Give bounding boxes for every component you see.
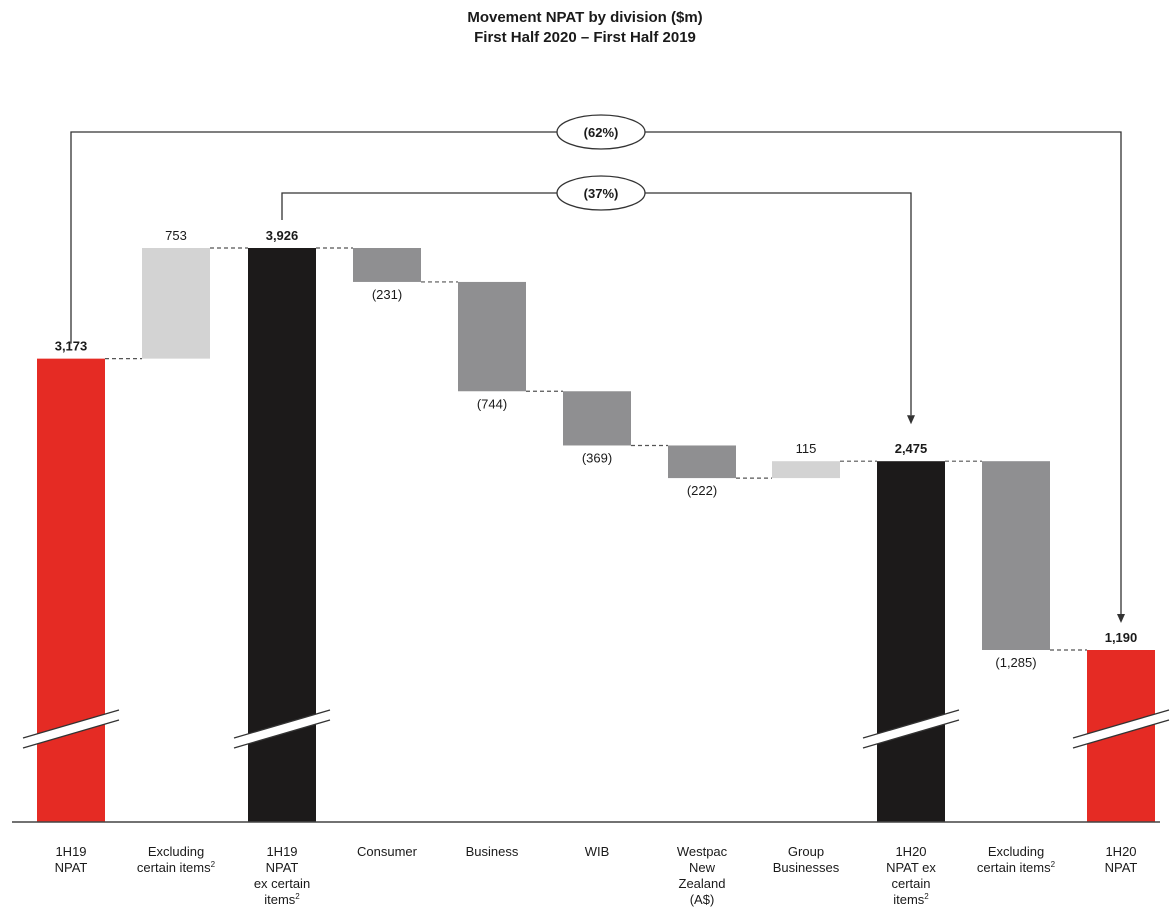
arrow-head-icon — [1117, 614, 1125, 623]
value-label-wib: (369) — [582, 450, 612, 465]
value-label-excluding-certain-items: (1,285) — [995, 655, 1036, 670]
bar-consumer — [353, 248, 421, 282]
axis-break-line — [233, 709, 331, 739]
category-label-1h19-npat: 1H19 NPAT — [55, 844, 88, 875]
value-label-consumer: (231) — [372, 287, 402, 302]
value-label-excluding-certain-items: 753 — [165, 228, 187, 243]
value-label-1h19-npat-ex-certain-items: 3,926 — [266, 228, 299, 243]
percentage-label: (37%) — [584, 186, 619, 201]
bar-westpac-new-zealand-a — [668, 445, 736, 479]
bracket-line — [281, 192, 912, 416]
axis-break-line — [862, 719, 960, 749]
arrow-head-icon — [907, 415, 915, 425]
value-label-westpac-new-zealand-a: (222) — [687, 483, 717, 498]
value-label-1h20-npat-ex-certain-items: 2,475 — [895, 441, 928, 456]
axis-break-gap — [863, 710, 959, 748]
axis-break-gap — [234, 710, 330, 748]
bar-1h19-npat — [37, 358, 105, 822]
chart-title: Movement NPAT by division ($m) — [467, 9, 703, 26]
value-label-business: (744) — [477, 396, 507, 411]
bar-group-businesses — [772, 461, 840, 479]
category-label-excluding-certain-items: Excluding certain items2 — [137, 844, 216, 875]
axis-break-line — [22, 719, 120, 749]
axis-break-line — [22, 709, 120, 739]
bar-1h20-npat-ex-certain-items — [877, 461, 945, 822]
percentage-label: (62%) — [584, 125, 619, 140]
axis-break-gap — [23, 710, 119, 748]
value-label-group-businesses: 115 — [796, 441, 817, 456]
category-label-1h20-npat: 1H20 NPAT — [1105, 844, 1138, 875]
axis-break-gap — [1073, 710, 1169, 748]
category-label-1h19-npat-ex-certain-items: 1H19 NPAT ex certain items2 — [254, 844, 310, 907]
category-label-westpac-new-zealand-a: Westpac New Zealand (A$) — [677, 844, 728, 907]
value-label-1h20-npat: 1,190 — [1105, 630, 1138, 645]
percentage-oval — [556, 175, 646, 211]
bar-excluding-certain-items — [142, 248, 210, 359]
category-label-consumer: Consumer — [357, 844, 418, 859]
category-label-group-businesses: Group Businesses — [773, 844, 840, 875]
axis-break-line — [862, 709, 960, 739]
value-label-1h19-npat: 3,173 — [55, 339, 88, 354]
bar-excluding-certain-items — [982, 461, 1050, 650]
chart-subtitle: First Half 2020 – First Half 2019 — [474, 29, 696, 46]
axis-break-line — [1072, 719, 1170, 749]
category-label-excluding-certain-items: Excluding certain items2 — [977, 844, 1056, 875]
bar-business — [458, 281, 526, 392]
category-label-business: Business — [466, 844, 519, 859]
axis-break-line — [233, 719, 331, 749]
category-label-1h20-npat-ex-certain-items: 1H20 NPAT ex certain items2 — [886, 844, 936, 907]
percentage-oval — [556, 114, 646, 150]
bar-wib — [563, 391, 631, 446]
axis-break-line — [1072, 709, 1170, 739]
category-label-wib: WIB — [585, 844, 610, 859]
